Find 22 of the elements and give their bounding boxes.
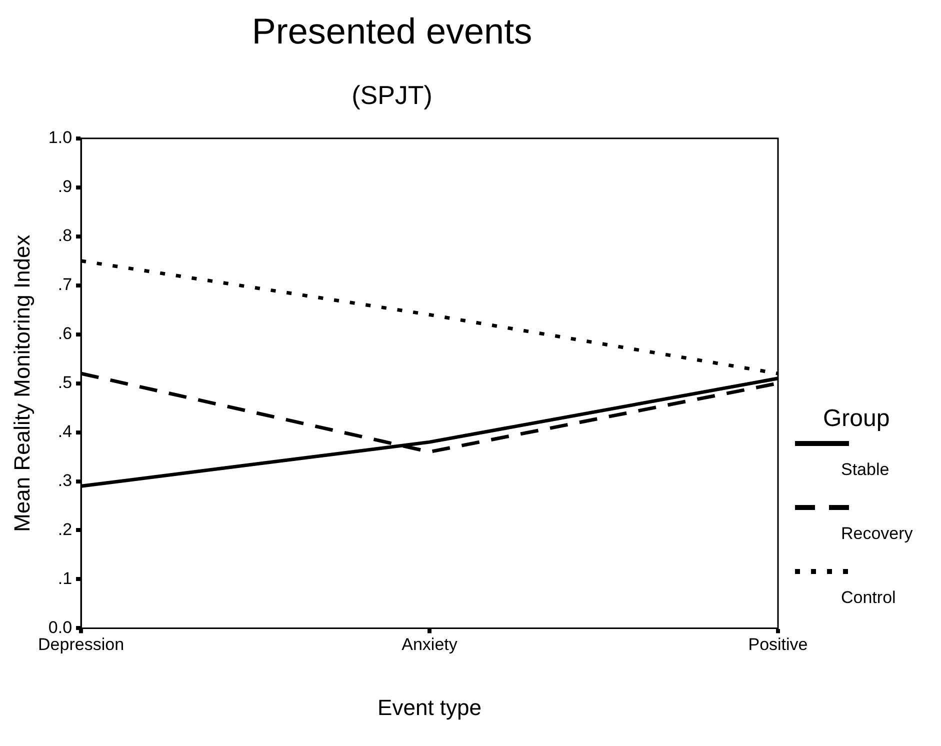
x-axis-title: Event type	[378, 694, 482, 720]
x-tick-label: Depression	[38, 635, 124, 654]
x-tick-label: Positive	[748, 635, 808, 654]
y-tick-label: .2	[58, 520, 72, 539]
legend-label: Stable	[841, 460, 890, 480]
chart-title: Presented events	[252, 10, 532, 52]
legend-label: Recovery	[841, 524, 914, 544]
y-tick-label: 0.0	[48, 618, 72, 637]
chart-subtitle: (SPJT)	[352, 80, 432, 110]
y-tick-label: .6	[58, 324, 72, 344]
y-tick-label: .1	[58, 568, 72, 588]
y-tick-label: 1.0	[48, 128, 72, 148]
legend-label: Control	[841, 588, 897, 608]
y-tick-label: .4	[58, 422, 72, 441]
y-tick-label: .5	[58, 372, 72, 392]
y-tick-label: .8	[58, 226, 72, 246]
y-axis-title: Mean Reality Monitoring Index	[9, 234, 34, 532]
y-tick-label: .3	[58, 470, 72, 490]
y-tick-label: .9	[58, 177, 72, 196]
y-tick-label: .7	[58, 275, 72, 294]
legend-title: Group	[823, 405, 891, 433]
x-tick-label: Anxiety	[402, 635, 458, 654]
